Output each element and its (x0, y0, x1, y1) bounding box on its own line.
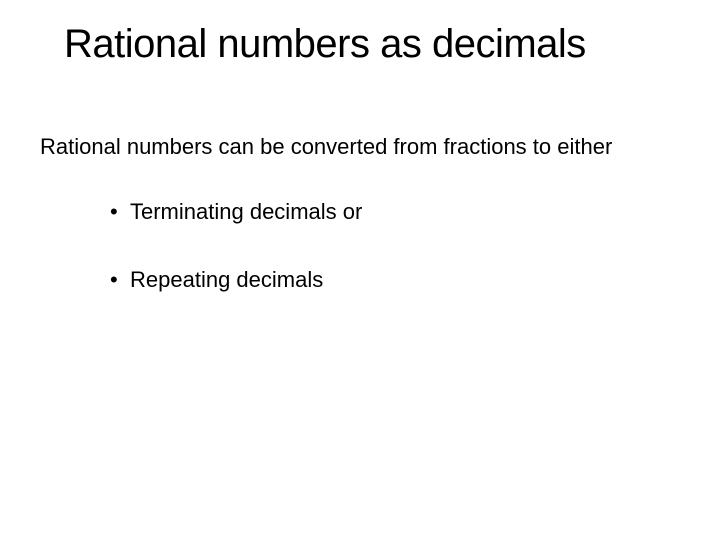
slide-container: Rational numbers as decimals Rational nu… (0, 0, 720, 540)
list-item: Terminating decimals or (110, 198, 680, 227)
slide-intro-text: Rational numbers can be converted from f… (40, 133, 680, 162)
list-item: Repeating decimals (110, 266, 680, 295)
bullet-list: Terminating decimals or Repeating decima… (40, 198, 680, 295)
slide-title: Rational numbers as decimals (40, 22, 680, 67)
